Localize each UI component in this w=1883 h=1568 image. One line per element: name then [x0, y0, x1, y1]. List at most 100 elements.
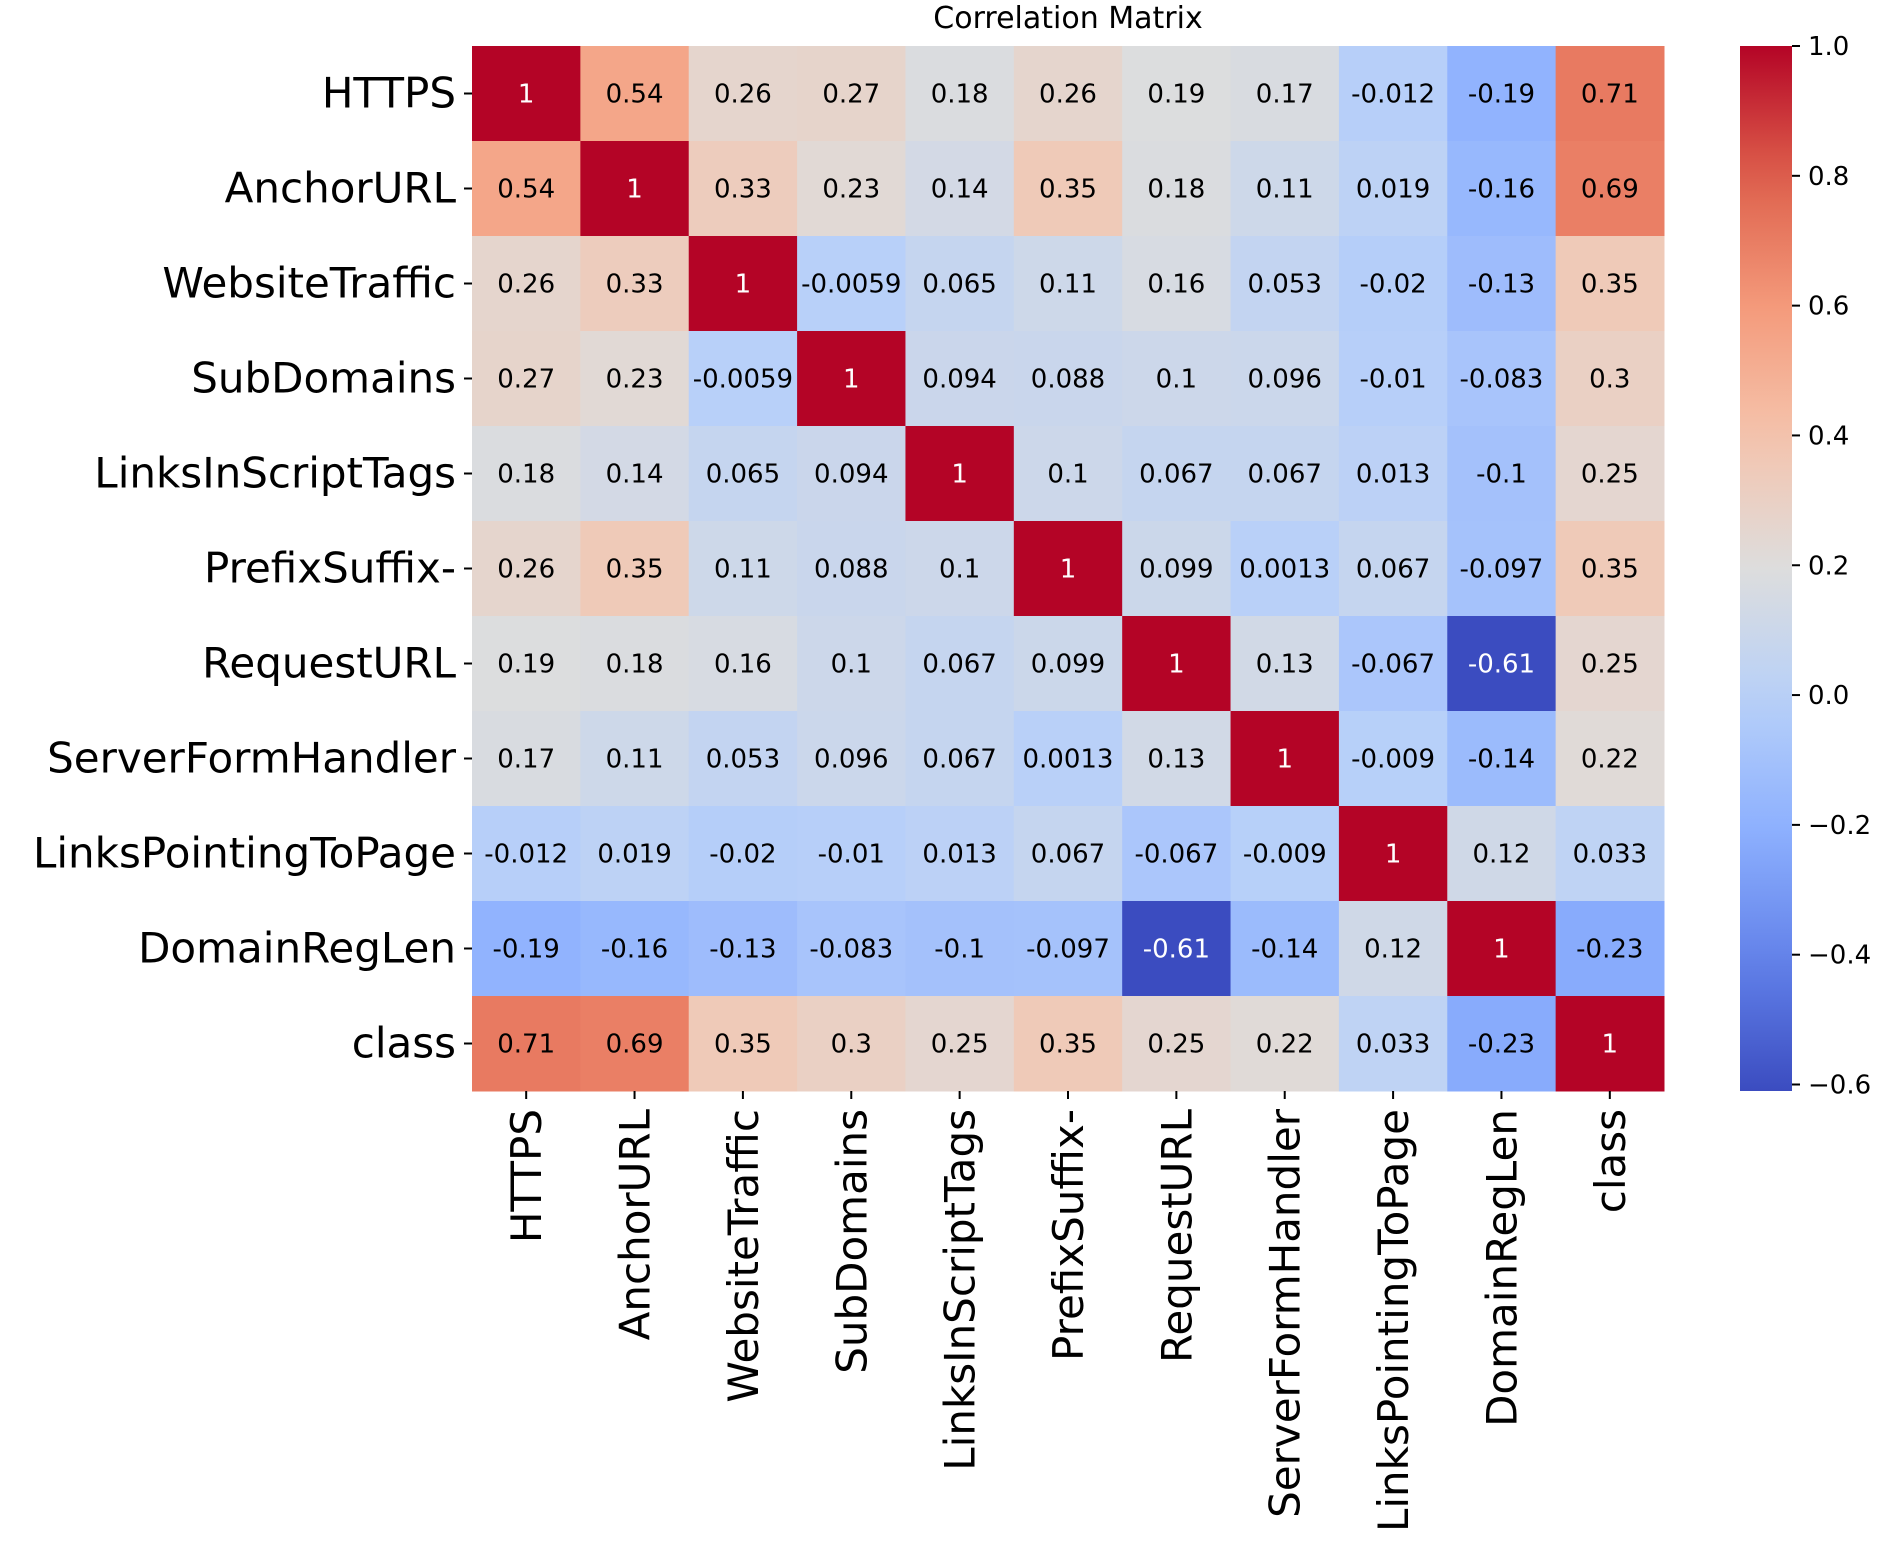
cell-annotation: -0.13: [1468, 270, 1535, 300]
y-tick-label: LinksPointingToPage: [33, 829, 456, 878]
heatmap-cell: [1122, 996, 1232, 1092]
heatmap-cell: [1555, 711, 1665, 807]
cell-annotation: 0.25: [931, 1030, 989, 1060]
cell-annotation: -0.13: [709, 935, 776, 965]
cell-annotation: 1: [518, 80, 535, 110]
heatmap-cell: [1013, 806, 1123, 902]
x-tick-label: RequestURL: [1152, 1108, 1201, 1363]
heatmap-cell: [1338, 426, 1448, 522]
cell-annotation: -0.012: [1351, 80, 1435, 110]
heatmap-cell: [1555, 426, 1665, 522]
heatmap-cell: [1447, 141, 1557, 237]
cell-annotation: 0.0013: [1023, 745, 1114, 775]
cell-annotation: 0.067: [1031, 840, 1105, 870]
colorbar-tick-label: −0.4: [1808, 941, 1871, 971]
cell-annotation: 0.067: [1356, 555, 1430, 585]
heatmap-cell: [905, 46, 1015, 142]
heatmap-cell: [1230, 236, 1340, 332]
cell-annotation: -0.16: [1468, 175, 1535, 205]
cell-annotation: 0.54: [497, 175, 555, 205]
cell-annotation: 0.088: [814, 555, 888, 585]
heatmap-cell: [688, 236, 798, 332]
heatmap-cell: [905, 616, 1015, 712]
heatmap-cell: [1555, 46, 1665, 142]
heatmap-cell: [1555, 331, 1665, 427]
cell-annotation: -0.012: [484, 840, 568, 870]
heatmap-cell: [1338, 996, 1448, 1092]
cell-annotation: 0.33: [714, 175, 772, 205]
heatmap-cell: [1447, 236, 1557, 332]
cell-annotation: 1: [735, 270, 752, 300]
cell-annotation: 1: [1493, 935, 1510, 965]
cell-annotation: 0.14: [931, 175, 989, 205]
cell-annotation: 0.71: [1581, 80, 1639, 110]
x-tick-label: SubDomains: [827, 1109, 876, 1374]
heatmap-cell: [688, 46, 798, 142]
heatmap-cell: [1013, 426, 1123, 522]
heatmap-cell: [472, 46, 581, 142]
heatmap-cell: [580, 236, 690, 332]
cell-annotation: 0.16: [1147, 270, 1205, 300]
heatmap-cell: [1122, 141, 1232, 237]
heatmap-cell: [472, 331, 581, 427]
heatmap-cell: [1122, 331, 1232, 427]
cell-annotation: 0.088: [1031, 365, 1105, 395]
cell-annotation: 0.1: [1047, 460, 1088, 490]
heatmap-cell: [580, 806, 690, 902]
heatmap-cell: [905, 901, 1015, 997]
heatmap-cell: [797, 996, 906, 1092]
heatmap-cell: [1230, 426, 1340, 522]
cell-annotation: 0.096: [814, 745, 888, 775]
heatmap-cell: [905, 236, 1015, 332]
cell-annotation: 0.0013: [1239, 555, 1330, 585]
heatmap-cell: [580, 141, 690, 237]
cell-annotation: 0.69: [606, 1030, 664, 1060]
cell-annotation: -0.083: [1460, 365, 1544, 395]
heatmap-cell: [797, 46, 906, 142]
heatmap-cell: [688, 996, 798, 1092]
heatmap-cell: [472, 996, 581, 1092]
heatmap-cell: [905, 806, 1015, 902]
cell-annotation: 0.13: [1256, 650, 1314, 680]
cell-annotation: 1: [843, 365, 860, 395]
cell-annotation: 0.12: [1473, 840, 1531, 870]
cell-annotation: -0.1: [934, 935, 985, 965]
y-tick-label: DomainRegLen: [138, 924, 456, 973]
cell-annotation: 0.12: [1364, 935, 1422, 965]
heatmap-cell: [1230, 711, 1340, 807]
cell-annotation: 0.18: [606, 650, 664, 680]
cell-annotation: 0.11: [1256, 175, 1314, 205]
heatmap-cell: [1555, 521, 1665, 617]
heatmap-cell: [580, 616, 690, 712]
cell-annotation: 0.11: [606, 745, 664, 775]
cell-annotation: -0.16: [601, 935, 668, 965]
heatmap-cell: [1338, 236, 1448, 332]
cell-annotation: 0.16: [714, 650, 772, 680]
cell-annotation: 0.18: [497, 460, 555, 490]
heatmap-cell: [1447, 426, 1557, 522]
heatmap-cell: [580, 46, 690, 142]
heatmap-cell: [1338, 616, 1448, 712]
cell-annotation: 0.27: [497, 365, 555, 395]
heatmap-cell: [905, 521, 1015, 617]
heatmap-cell: [797, 236, 906, 332]
cell-annotation: 0.096: [1248, 365, 1322, 395]
cell-annotation: 0.099: [1139, 555, 1213, 585]
cell-annotation: 0.1: [831, 650, 872, 680]
cell-annotation: -0.61: [1468, 650, 1535, 680]
heatmap-cell: [1338, 46, 1448, 142]
heatmap-cell: [1013, 141, 1123, 237]
heatmap-cell: [1447, 46, 1557, 142]
cell-annotation: -0.02: [709, 840, 776, 870]
cell-annotation: 0.26: [497, 270, 555, 300]
cell-annotation: 1: [1168, 650, 1185, 680]
cell-annotation: -0.009: [1351, 745, 1435, 775]
cell-annotation: -0.009: [1243, 840, 1327, 870]
cell-annotation: -0.02: [1359, 270, 1426, 300]
x-tick-label: LinksInScriptTags: [936, 1109, 985, 1471]
cell-annotation: 0.1: [939, 555, 980, 585]
heatmap-cell: [1555, 806, 1665, 902]
heatmap-cell: [580, 901, 690, 997]
cell-annotation: -0.1: [1476, 460, 1527, 490]
heatmap-cell: [688, 616, 798, 712]
